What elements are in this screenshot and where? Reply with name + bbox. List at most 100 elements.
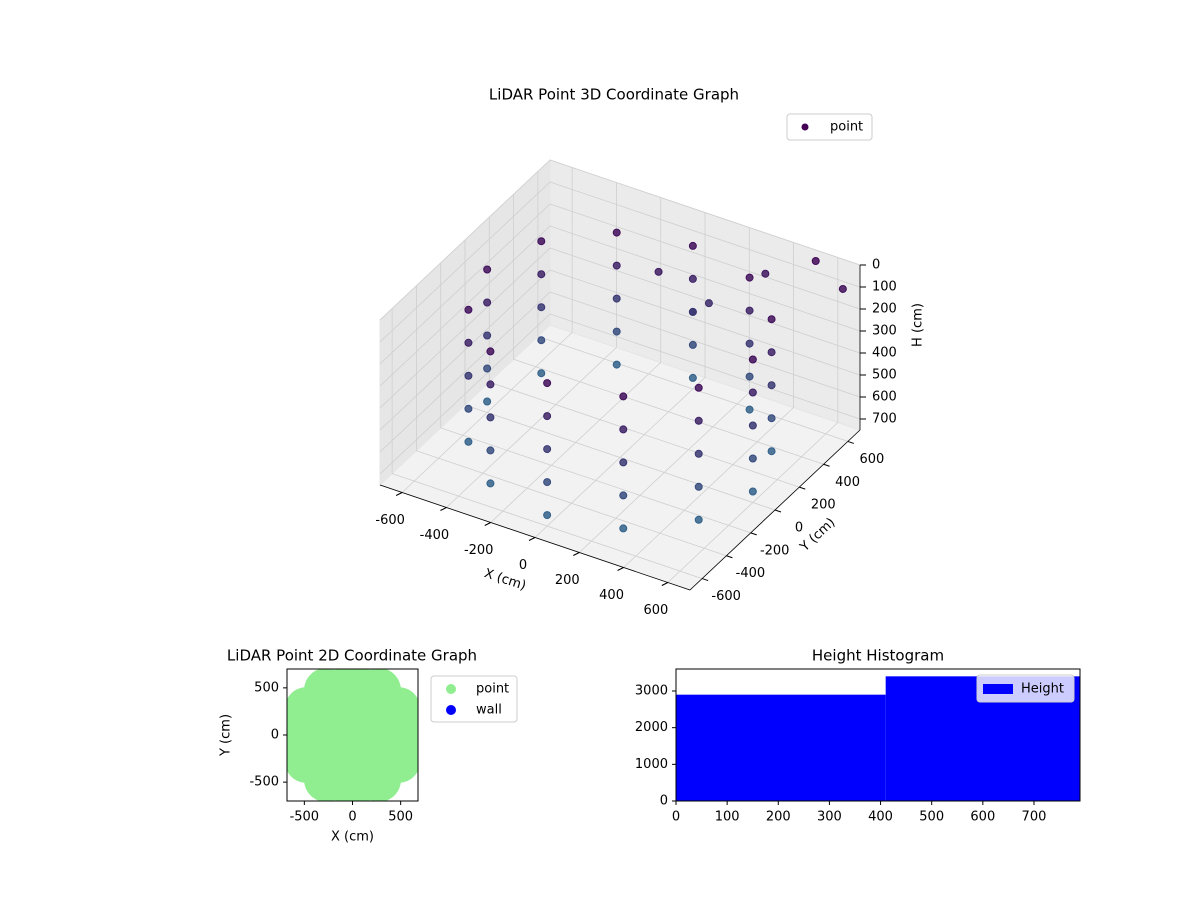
point: [619, 491, 628, 500]
x-tick-label: 700: [1022, 810, 1047, 825]
y-tick-label: 3000: [635, 684, 668, 699]
point: [767, 381, 776, 390]
x-tick: [440, 507, 447, 511]
point: [811, 257, 820, 265]
x-tick-label: -600: [375, 513, 405, 528]
z-tick-label: 400: [872, 346, 897, 361]
grid-line: [549, 247, 861, 354]
bar: [676, 694, 886, 801]
point: [748, 487, 757, 496]
grid-line: [379, 159, 551, 321]
y-tick-label: 200: [811, 498, 836, 513]
grid-line: [549, 225, 861, 332]
grid-line: [549, 291, 861, 398]
x-tick-label: 500: [919, 810, 944, 825]
y-axis: [689, 429, 861, 591]
grid-line: [379, 203, 551, 365]
y-tick-label: -600: [711, 589, 741, 604]
point: [483, 397, 492, 406]
y-tick: [774, 509, 782, 513]
point: [483, 364, 492, 373]
point: [619, 392, 628, 401]
point: [537, 270, 546, 279]
point: [543, 478, 552, 487]
legend-box: [430, 675, 518, 723]
x-tick-label: 0: [348, 810, 356, 825]
point: [748, 355, 757, 364]
point: [483, 298, 492, 307]
z-tick-label: 200: [872, 302, 897, 317]
x-tick-label: -200: [464, 543, 494, 558]
chart-title: LiDAR Point 3D Coordinate Graph: [489, 86, 739, 104]
y-tick: [823, 463, 830, 467]
point: [486, 413, 495, 422]
legend-label: point: [830, 120, 863, 135]
point: [301, 684, 346, 729]
x-tick-label: 200: [555, 573, 580, 588]
point: [486, 479, 495, 488]
grid-line: [537, 336, 848, 442]
point: [767, 315, 776, 324]
legend-label: point: [476, 682, 509, 697]
legend-label: Height: [1021, 682, 1064, 697]
point: [619, 524, 628, 533]
grid-line: [379, 291, 551, 453]
x-tick-label: 500: [388, 810, 413, 825]
z-tick-label: 300: [872, 324, 897, 339]
x-axis-label: X (cm): [331, 830, 374, 845]
grid-line: [513, 358, 824, 465]
point: [688, 307, 697, 316]
x-tick-label: -500: [290, 810, 320, 825]
point: [537, 336, 546, 345]
point: [767, 414, 776, 423]
point: [464, 371, 473, 380]
point: [543, 412, 552, 421]
x-tick: [484, 522, 491, 526]
y-tick-label: 400: [835, 475, 860, 490]
grid-line: [549, 159, 861, 266]
point: [694, 383, 703, 392]
y-tick-label: 1000: [635, 757, 668, 772]
point: [543, 445, 552, 454]
x-tick: [617, 567, 624, 571]
point: [654, 267, 663, 276]
z-tick-label: 0: [872, 258, 880, 273]
point: [483, 331, 492, 340]
y-tick: [799, 486, 806, 490]
grid-line: [379, 313, 551, 475]
point: [464, 338, 473, 347]
grid-line: [379, 247, 551, 409]
x-tick-label: 300: [817, 810, 842, 825]
legend-marker: [446, 684, 456, 694]
point: [748, 421, 757, 430]
legend-box: [786, 113, 873, 141]
point: [761, 269, 770, 278]
point: [688, 274, 697, 283]
point: [745, 306, 754, 315]
x-tick-label: 600: [970, 810, 995, 825]
point: [612, 261, 621, 270]
chart-title: LiDAR Point 2D Coordinate Graph: [227, 647, 477, 665]
point: [612, 327, 621, 336]
x-tick-label: 200: [766, 810, 791, 825]
legend-marker: [801, 123, 809, 131]
x-tick-label: -400: [420, 528, 450, 543]
point: [537, 237, 546, 246]
point: [619, 458, 628, 467]
x-tick-label: 100: [715, 810, 740, 825]
grid-line: [392, 473, 703, 579]
grid-line: [379, 225, 551, 387]
point: [767, 348, 776, 357]
plot-frame: [675, 668, 1081, 802]
y-tick-label: -400: [736, 566, 766, 581]
point: [612, 360, 621, 369]
legend-marker: [446, 705, 456, 715]
point: [694, 482, 703, 491]
point: [688, 340, 697, 349]
plot-area: [287, 669, 418, 801]
x-tick: [573, 552, 580, 556]
point: [694, 449, 703, 458]
point: [359, 684, 404, 729]
y-tick: [847, 440, 855, 444]
